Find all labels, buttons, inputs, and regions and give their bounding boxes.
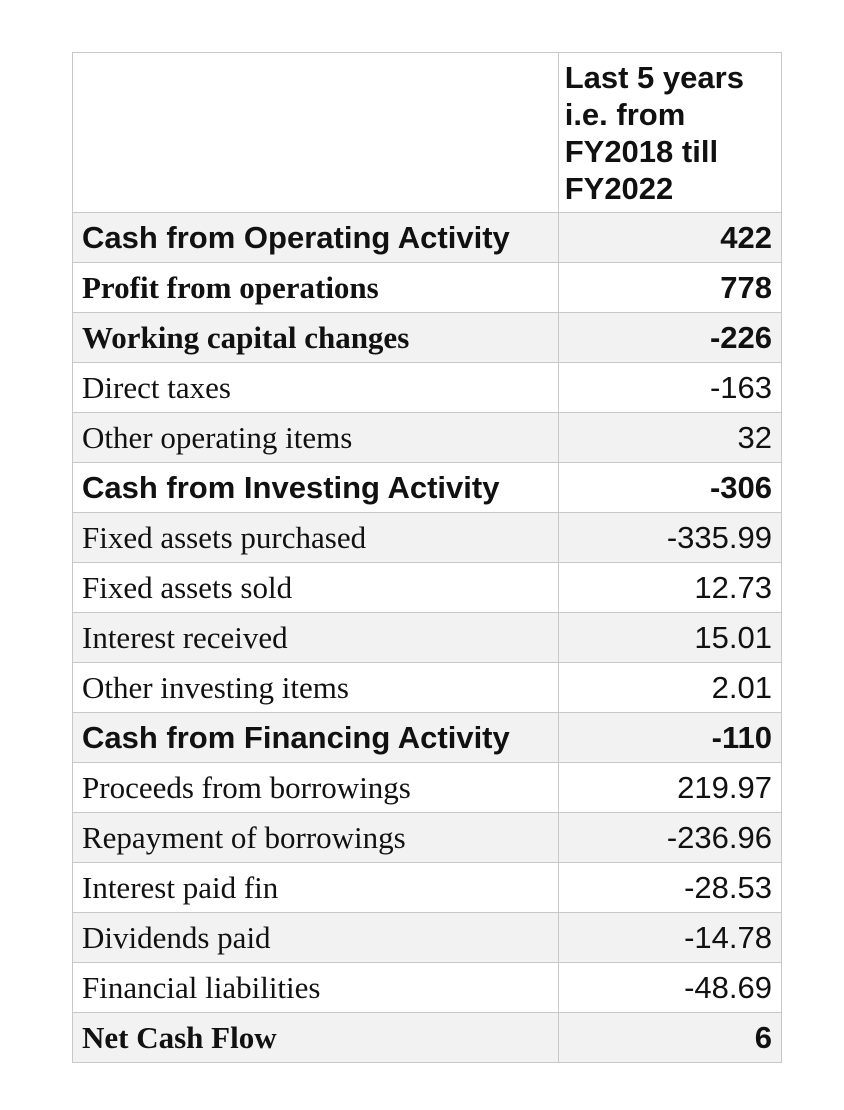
table-body: Cash from Operating Activity 422 Profit fr…: [72, 212, 783, 1063]
table-row: Other investing items 2.01: [72, 662, 783, 713]
row-value: -226: [557, 312, 783, 363]
row-value: 15.01: [557, 612, 783, 663]
table-row: Dividends paid -14.78: [72, 912, 783, 963]
row-label: Working capital changes: [72, 312, 559, 363]
row-label: Cash from Operating Activity: [72, 212, 559, 263]
column-header: Last 5 years i.e. from FY2018 till FY202…: [557, 52, 783, 213]
header-row: Last 5 years i.e. from FY2018 till FY202…: [72, 52, 783, 213]
row-label: Net Cash Flow: [72, 1012, 559, 1063]
row-value: -163: [557, 362, 783, 413]
row-value: 6: [557, 1012, 783, 1063]
table-row: Repayment of borrowings -236.96: [72, 812, 783, 863]
table-row: Financial liabilities -48.69: [72, 962, 783, 1013]
table-row: Interest received 15.01: [72, 612, 783, 663]
row-value: 422: [557, 212, 783, 263]
header-corner-cell: [72, 52, 559, 213]
row-value: 32: [557, 412, 783, 463]
row-value: -48.69: [557, 962, 783, 1013]
row-label: Interest paid fin: [72, 862, 559, 913]
row-label: Dividends paid: [72, 912, 559, 963]
row-value: 12.73: [557, 562, 783, 613]
row-value: 219.97: [557, 762, 783, 813]
table-row: Fixed assets purchased -335.99: [72, 512, 783, 563]
row-label: Fixed assets sold: [72, 562, 559, 613]
row-label: Repayment of borrowings: [72, 812, 559, 863]
row-value: 778: [557, 262, 783, 313]
row-value: 2.01: [557, 662, 783, 713]
table-row: Profit from operations 778: [72, 262, 783, 313]
row-value: -335.99: [557, 512, 783, 563]
row-label: Cash from Financing Activity: [72, 712, 559, 763]
table-row: Direct taxes -163: [72, 362, 783, 413]
row-value: -28.53: [557, 862, 783, 913]
table-row: Cash from Financing Activity -110: [72, 712, 783, 763]
table-row: Fixed assets sold 12.73: [72, 562, 783, 613]
table-row: Other operating items 32: [72, 412, 783, 463]
table-row: Net Cash Flow 6: [72, 1012, 783, 1063]
row-label: Profit from operations: [72, 262, 559, 313]
row-value: -306: [557, 462, 783, 513]
table-row: Cash from Investing Activity -306: [72, 462, 783, 513]
row-value: -110: [557, 712, 783, 763]
row-value: -236.96: [557, 812, 783, 863]
row-label: Other operating items: [72, 412, 559, 463]
row-label: Direct taxes: [72, 362, 559, 413]
row-label: Financial liabilities: [72, 962, 559, 1013]
row-label: Proceeds from borrowings: [72, 762, 559, 813]
table-row: Interest paid fin -28.53: [72, 862, 783, 913]
row-label: Fixed assets purchased: [72, 512, 559, 563]
row-value: -14.78: [557, 912, 783, 963]
row-label: Other investing items: [72, 662, 559, 713]
row-label: Cash from Investing Activity: [72, 462, 559, 513]
table-row: Proceeds from borrowings 219.97: [72, 762, 783, 813]
table-row: Cash from Operating Activity 422: [72, 212, 783, 263]
cash-flow-table: Last 5 years i.e. from FY2018 till FY202…: [72, 52, 783, 1063]
table-row: Working capital changes -226: [72, 312, 783, 363]
row-label: Interest received: [72, 612, 559, 663]
